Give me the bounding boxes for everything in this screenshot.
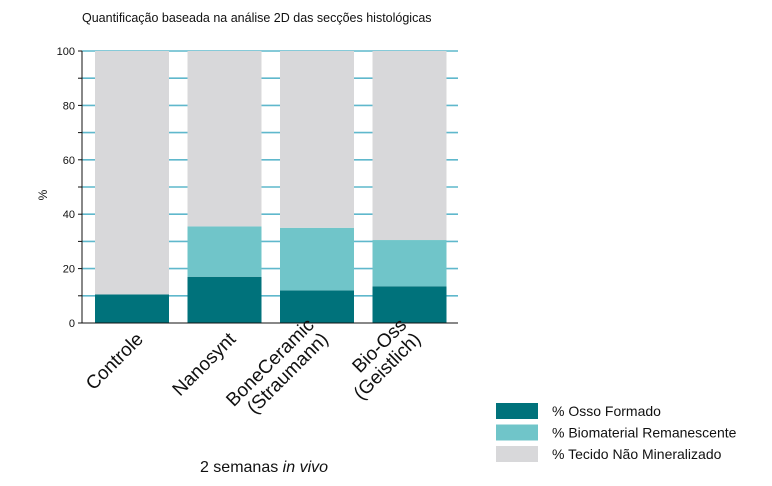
bar-segment-tecido-nao-mineralizado: [372, 51, 447, 241]
y-tick-label: 40: [63, 209, 75, 221]
bar-segment-tecido-nao-mineralizado: [187, 51, 262, 227]
bar-segment-osso-formado: [372, 286, 447, 323]
bar-segment-osso-formado: [95, 294, 169, 323]
bar-segment-biomaterial-remanescente: [280, 227, 354, 291]
category-label: Bio-Oss(Geistlich): [349, 315, 426, 404]
bar-segment-biomaterial-remanescente: [187, 226, 262, 277]
x-axis-label-prefix: 2 semanas: [200, 459, 283, 476]
legend-swatch: [496, 424, 538, 441]
bar-segment-osso-formado: [280, 290, 354, 323]
x-axis-label-italic: in vivo: [283, 459, 328, 476]
category-label: Controle: [82, 329, 148, 395]
category-label-line: Controle: [82, 329, 148, 395]
category-label: BoneCeramic(Straumann): [222, 315, 332, 419]
x-axis-label: 2 semanas in vivo: [200, 459, 328, 476]
legend-label: % Osso Formado: [552, 403, 661, 419]
y-tick-label: 80: [63, 100, 75, 112]
bar-segment-osso-formado: [187, 276, 262, 323]
legend-label: % Tecido Não Mineralizado: [552, 446, 722, 462]
legend-swatch: [496, 403, 538, 419]
y-tick-label: 20: [63, 264, 75, 276]
bar-segment-tecido-nao-mineralizado: [280, 51, 354, 228]
y-tick-label: 60: [63, 155, 75, 167]
chart-title: Quantificação baseada na análise 2D das …: [82, 11, 432, 25]
y-tick-label: 100: [57, 46, 75, 58]
legend: % Osso Formado % Biomaterial Remanescente…: [496, 403, 737, 462]
legend-swatch: [496, 446, 538, 462]
y-tick-label: 0: [69, 318, 75, 330]
bars: [95, 51, 447, 323]
bar-segment-biomaterial-remanescente: [372, 240, 447, 287]
legend-label: % Biomaterial Remanescente: [552, 425, 737, 441]
y-ticks: 0 20 40 60 80 100: [57, 46, 82, 330]
bar-segment-tecido-nao-mineralizado: [95, 51, 169, 295]
y-axis-label: %: [36, 189, 50, 200]
